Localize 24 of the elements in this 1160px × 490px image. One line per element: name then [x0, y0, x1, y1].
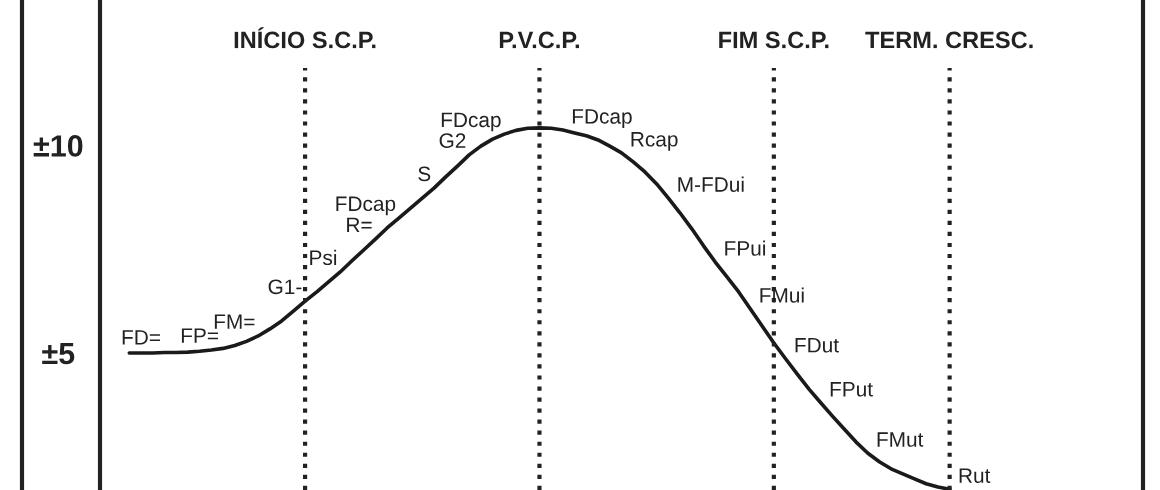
y-tick-label: ±10	[33, 135, 83, 157]
data-label: Psi	[310, 249, 337, 266]
x-tick-label: TERM. CRESC.	[865, 31, 1033, 49]
x-tick-label: P.V.C.P.	[499, 31, 579, 49]
data-label: FM=	[214, 314, 255, 329]
data-label: G2	[439, 133, 466, 148]
data-label: FD=	[122, 330, 160, 345]
data-label: Rcap	[631, 132, 678, 151]
data-label: R=	[347, 217, 372, 233]
data-label: Rut	[959, 468, 991, 483]
data-label: S	[418, 166, 431, 182]
data-label: FDcap	[441, 112, 501, 132]
data-label: FDcap	[572, 109, 632, 128]
x-tick-label: INÍCIO S.C.P.	[234, 27, 376, 49]
data-label: FP=	[181, 328, 218, 343]
data-label: FPui	[725, 240, 766, 256]
data-label: FPut	[830, 382, 873, 397]
data-label: G1-	[268, 279, 302, 295]
data-label: FMut	[877, 432, 924, 447]
data-label: FDut	[795, 338, 839, 353]
y-tick-label: ±5	[42, 343, 75, 365]
data-label: M-FDui	[678, 176, 744, 192]
data-label: FDcap	[336, 196, 396, 216]
x-tick-label: FIM S.C.P.	[719, 31, 829, 49]
